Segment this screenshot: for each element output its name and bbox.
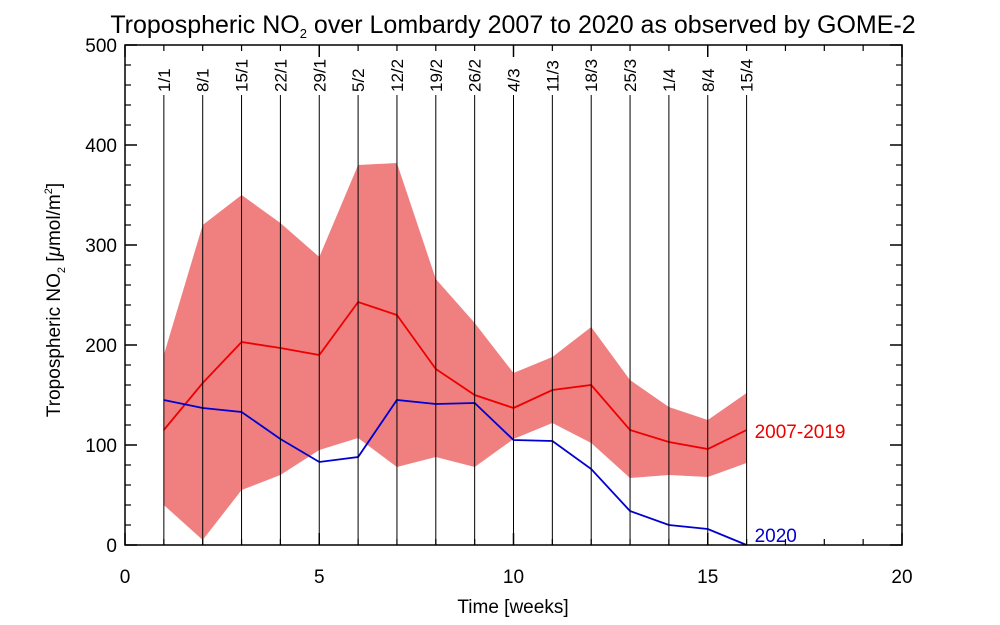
week-label: 8/1 [194,68,213,92]
series-label-layer: 2007-2019 2020 [755,422,846,547]
week-label: 19/2 [427,59,446,92]
week-label: 5/2 [349,68,368,92]
y-tick-label: 400 [85,136,117,157]
week-label: 15/1 [233,59,252,92]
week-label: 12/2 [388,59,407,92]
y-axis-label: Tropospheric NO2 [μmol/m2] [43,183,68,417]
week-label: 26/2 [466,59,485,92]
week-label: 8/4 [699,68,718,92]
x-axis-label: Time [weeks] [457,597,568,618]
chart-title: Tropospheric NO2 over Lombardy 2007 to 2… [110,11,915,41]
week-label-layer: 1/1 8/1 15/1 22/1 29/1 5/2 12/2 19/2 26/2 4/3 11/3… [155,59,757,545]
series-line-2020 [163,399,747,546]
y-label-part-2: [ [44,256,65,267]
y-tick-label: 0 [106,536,117,557]
y-label-mu: μ [44,245,65,257]
y-label-sub: 2 [56,267,68,273]
y-label-part-3: mol/m [44,194,65,246]
week-label: 15/4 [738,59,757,92]
week-label: 1/4 [660,68,679,92]
y-label-part-1: Tropospheric NO [44,273,65,417]
x-tick-label: 15 [697,567,718,588]
y-tick-label: 300 [85,236,117,257]
range-band [163,163,747,540]
week-label: 11/3 [543,60,562,92]
week-label: 4/3 [505,68,524,92]
x-tick-label: 20 [891,567,912,588]
band-layer [163,163,747,540]
week-label: 18/3 [582,59,601,92]
y-label-part-4: ] [44,183,65,188]
x-tick-label: 0 [120,567,131,588]
week-label: 1/1 [155,68,174,92]
y-tick-label: 200 [85,336,117,357]
y-tick-label: 500 [85,36,117,57]
week-label: 29/1 [310,59,329,92]
series-label-2020: 2020 [755,526,797,547]
chart-title-part-2: over Lombardy 2007 to 2020 as observed b… [307,11,916,39]
x-tick-label: 10 [503,567,524,588]
y-label-sup: 2 [43,188,55,194]
y-tick-label: 100 [85,436,117,457]
week-label: 25/3 [621,59,640,92]
series-label-2007-2019: 2007-2019 [755,422,846,443]
series-line-2007-2019 [163,300,747,450]
week-label: 22/1 [271,59,290,92]
chart-title-part-1: Tropospheric NO [110,11,299,39]
series-layer [163,300,747,546]
x-tick-label: 5 [314,567,325,588]
chart-title-subscript: 2 [300,26,307,41]
